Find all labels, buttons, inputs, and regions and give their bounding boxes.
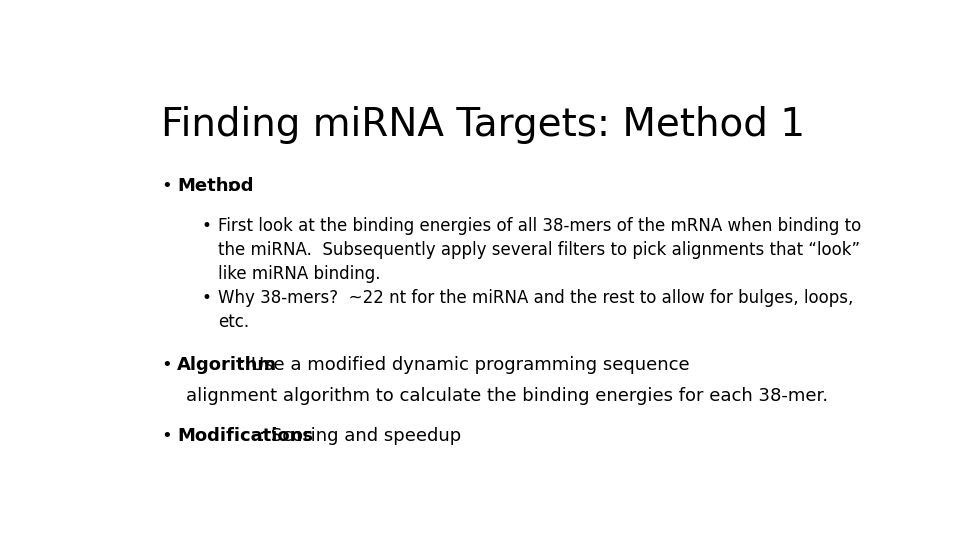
Text: •: • (161, 177, 172, 195)
Text: like miRNA binding.: like miRNA binding. (218, 265, 381, 283)
Text: Algorithm: Algorithm (178, 356, 277, 374)
Text: : Scoring and speedup: : Scoring and speedup (259, 427, 462, 444)
Text: the miRNA.  Subsequently apply several filters to pick alignments that “look”: the miRNA. Subsequently apply several fi… (218, 241, 860, 259)
Text: Method: Method (178, 177, 253, 195)
Text: Why 38-mers?  ~22 nt for the miRNA and the rest to allow for bulges, loops,: Why 38-mers? ~22 nt for the miRNA and th… (218, 289, 853, 307)
Text: : Use a modified dynamic programming sequence: : Use a modified dynamic programming seq… (239, 356, 689, 374)
Text: etc.: etc. (218, 313, 250, 332)
Text: •: • (202, 289, 212, 307)
Text: Finding miRNA Targets: Method 1: Finding miRNA Targets: Method 1 (161, 106, 805, 144)
Text: •: • (161, 427, 172, 444)
Text: :: : (228, 177, 233, 195)
Text: Modifications: Modifications (178, 427, 313, 444)
Text: First look at the binding energies of all 38-mers of the mRNA when binding to: First look at the binding energies of al… (218, 217, 861, 234)
Text: •: • (202, 217, 212, 234)
Text: alignment algorithm to calculate the binding energies for each 38-mer.: alignment algorithm to calculate the bin… (186, 387, 828, 405)
Text: •: • (161, 356, 172, 374)
